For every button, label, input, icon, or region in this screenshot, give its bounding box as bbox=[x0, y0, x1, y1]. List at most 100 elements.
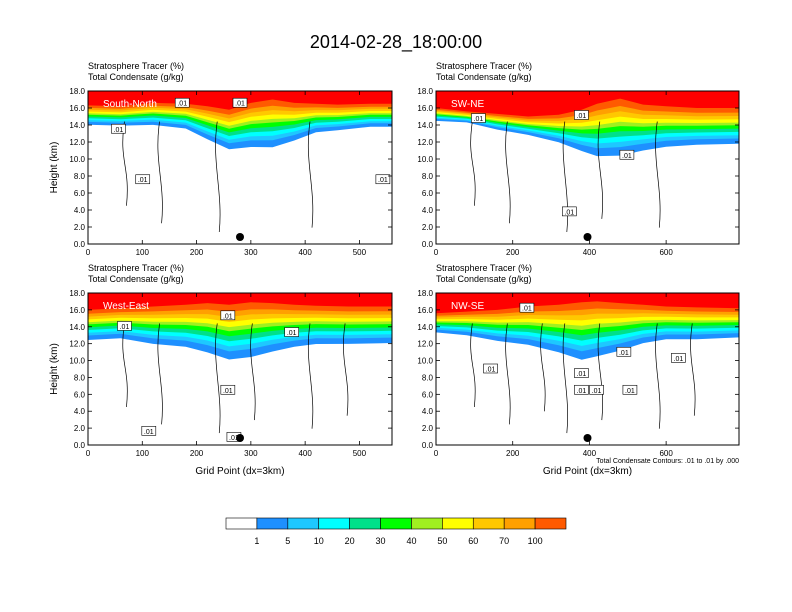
condensate-contour bbox=[307, 323, 314, 429]
colorbar-swatch bbox=[472, 517, 505, 530]
condensate-contour bbox=[122, 323, 128, 408]
x-axis-label: Grid Point (dx=3km) bbox=[195, 466, 284, 477]
svg-text:.01: .01 bbox=[674, 356, 684, 363]
y-tick-label: 18.0 bbox=[417, 289, 433, 298]
colorbar-label: 60 bbox=[468, 536, 478, 546]
x-tick-label: 300 bbox=[244, 248, 258, 257]
panel-header-tracer: Stratosphere Tracer (%) bbox=[88, 263, 184, 273]
condensate-contour bbox=[562, 121, 568, 233]
x-tick-label: 600 bbox=[659, 248, 673, 257]
figure-title: 2014-02-28_18:00:00 bbox=[309, 32, 483, 52]
y-tick-label: 10.0 bbox=[69, 155, 85, 164]
heatmap-field: .01 .01 .01 .01 .01 bbox=[88, 91, 392, 244]
colorbar-label: 30 bbox=[376, 536, 386, 546]
colorbar-swatch bbox=[225, 517, 258, 530]
svg-text:.01: .01 bbox=[144, 429, 154, 436]
panel-header-tracer: Stratosphere Tracer (%) bbox=[436, 61, 532, 71]
condensate-contour bbox=[655, 121, 661, 228]
x-tick-label: 500 bbox=[353, 449, 367, 458]
panel-header-condensate: Total Condensate (g/kg) bbox=[88, 274, 184, 284]
condensate-contour bbox=[505, 121, 511, 224]
svg-text:.01: .01 bbox=[378, 177, 388, 184]
x-tick-label: 0 bbox=[434, 248, 439, 257]
y-tick-label: 16.0 bbox=[69, 104, 85, 113]
colorbar-swatch bbox=[503, 517, 536, 530]
x-tick-label: 400 bbox=[583, 248, 597, 257]
x-tick-label: 200 bbox=[506, 248, 520, 257]
x-axis-label: Grid Point (dx=3km) bbox=[543, 466, 632, 477]
condensate-contour bbox=[470, 121, 476, 206]
y-tick-label: 10.0 bbox=[417, 155, 433, 164]
svg-text:.01: .01 bbox=[625, 388, 635, 395]
colorbar-swatch bbox=[534, 517, 567, 530]
contour-label: .01 bbox=[220, 384, 236, 395]
colorbar-swatch bbox=[411, 517, 443, 530]
x-tick-label: 200 bbox=[506, 449, 520, 458]
y-tick-label: 0.0 bbox=[422, 240, 434, 249]
x-tick-label: 300 bbox=[244, 449, 258, 458]
colorbar-swatch bbox=[287, 517, 320, 530]
x-tick-label: 200 bbox=[190, 449, 204, 458]
heatmap-field: .01 .01 .01 .01 .01 .01 .01 .01 bbox=[436, 293, 739, 445]
contour-label: .01 bbox=[562, 206, 577, 216]
location-marker bbox=[583, 434, 592, 442]
condensate-contour bbox=[505, 323, 511, 425]
condensate-contour bbox=[215, 121, 221, 233]
svg-text:.01: .01 bbox=[474, 116, 484, 123]
condensate-contour bbox=[690, 323, 696, 416]
panel-name: South-North bbox=[103, 99, 157, 110]
colorbar-label: 20 bbox=[345, 536, 355, 546]
y-tick-label: 0.0 bbox=[74, 441, 86, 450]
svg-text:.01: .01 bbox=[120, 324, 130, 331]
colorbar-label: 70 bbox=[499, 536, 509, 546]
y-tick-label: 8.0 bbox=[422, 373, 434, 382]
svg-text:.01: .01 bbox=[622, 153, 632, 160]
panel-south-north: .01 .01 .01 .01 .01 South-North Stratosphere T… bbox=[49, 61, 393, 257]
colorbar-label: 40 bbox=[406, 536, 416, 546]
contour-note: Total Condensate Contours: .01 to .01 by… bbox=[596, 458, 739, 465]
x-tick-label: 500 bbox=[353, 248, 367, 257]
panel-header-tracer: Stratosphere Tracer (%) bbox=[436, 263, 532, 273]
condensate-contour bbox=[343, 323, 349, 416]
condensate-contour bbox=[470, 323, 476, 408]
condensate-contour bbox=[157, 121, 163, 224]
contour-label: .01 bbox=[589, 384, 604, 395]
condensate-contour bbox=[597, 323, 603, 421]
location-marker bbox=[236, 233, 244, 241]
svg-text:.01: .01 bbox=[577, 371, 587, 378]
panel-name: West-East bbox=[103, 301, 149, 312]
contour-label: .01 bbox=[111, 123, 126, 134]
contour-label: .01 bbox=[519, 302, 535, 313]
svg-text:.01: .01 bbox=[223, 313, 233, 320]
svg-text:.01: .01 bbox=[486, 367, 496, 374]
y-tick-label: 2.0 bbox=[422, 223, 434, 232]
x-tick-label: 400 bbox=[583, 449, 597, 458]
contour-label: .01 bbox=[232, 97, 248, 108]
condensate-contour bbox=[157, 323, 163, 425]
x-tick-label: 100 bbox=[136, 449, 150, 458]
x-tick-label: 200 bbox=[190, 248, 204, 257]
svg-text:.01: .01 bbox=[138, 177, 148, 184]
panel-header-tracer: Stratosphere Tracer (%) bbox=[88, 61, 184, 71]
colorbar-swatch bbox=[442, 517, 474, 530]
svg-text:.01: .01 bbox=[235, 101, 245, 108]
contour-label: .01 bbox=[471, 113, 486, 123]
panel-header-condensate: Total Condensate (g/kg) bbox=[88, 72, 184, 82]
contour-label: .01 bbox=[671, 353, 686, 363]
contour-label: .01 bbox=[220, 310, 236, 320]
contour-label: .01 bbox=[375, 174, 391, 184]
svg-text:.01: .01 bbox=[287, 330, 297, 337]
y-tick-label: 16.0 bbox=[69, 306, 85, 315]
panel-header-condensate: Total Condensate (g/kg) bbox=[436, 274, 532, 284]
y-tick-label: 14.0 bbox=[69, 121, 85, 130]
y-tick-label: 16.0 bbox=[417, 104, 433, 113]
y-tick-label: 8.0 bbox=[74, 373, 86, 382]
y-tick-label: 4.0 bbox=[422, 206, 434, 215]
y-axis-label: Height (km) bbox=[49, 343, 60, 395]
contour-label: .01 bbox=[619, 149, 635, 160]
x-tick-label: 100 bbox=[136, 248, 150, 257]
svg-text:.01: .01 bbox=[177, 101, 187, 108]
y-tick-label: 6.0 bbox=[74, 390, 86, 399]
y-tick-label: 4.0 bbox=[74, 206, 86, 215]
contour-label: .01 bbox=[117, 321, 132, 331]
